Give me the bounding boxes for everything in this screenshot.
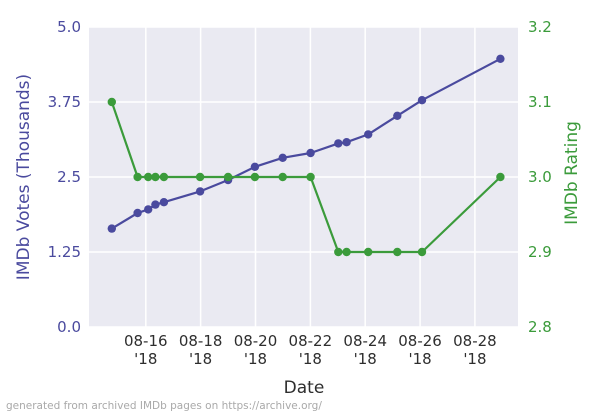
rating-point bbox=[195, 172, 205, 182]
x-tick-date: 08-18 bbox=[178, 332, 223, 350]
rating-point bbox=[278, 172, 287, 182]
votes-point bbox=[159, 198, 169, 207]
votes-point bbox=[107, 224, 116, 233]
y-tick-label-right: 3.2 bbox=[528, 18, 552, 36]
x-tick-label: 08-22'18 bbox=[275, 332, 345, 368]
votes-line bbox=[111, 57, 501, 230]
x-tick-year: '18 bbox=[463, 350, 487, 368]
votes-point bbox=[393, 111, 402, 121]
rating-point bbox=[364, 247, 373, 257]
votes-point bbox=[250, 162, 260, 171]
votes-point bbox=[496, 54, 505, 63]
votes-point bbox=[278, 153, 287, 162]
y-tick-label-right: 2.9 bbox=[528, 243, 552, 261]
y-tick-label-right: 2.8 bbox=[528, 318, 552, 336]
x-tick-year: '18 bbox=[298, 350, 322, 368]
x-tick-year: '18 bbox=[353, 350, 377, 368]
x-tick-label: 08-20'18 bbox=[220, 332, 290, 368]
y-tick-label-left: 5.0 bbox=[57, 18, 81, 36]
rating-point bbox=[151, 172, 160, 182]
x-tick-date: 08-22 bbox=[288, 332, 333, 350]
votes-point bbox=[195, 187, 205, 196]
x-tick-label: 08-16'18 bbox=[111, 332, 181, 368]
y-axis-label-right: IMDb Rating bbox=[562, 121, 582, 225]
x-tick-year: '18 bbox=[408, 350, 432, 368]
y-tick-label-right: 3.0 bbox=[528, 168, 552, 186]
x-tick-year: '18 bbox=[134, 350, 158, 368]
votes-point bbox=[364, 130, 373, 139]
votes-point bbox=[334, 139, 343, 148]
rating-point bbox=[342, 247, 351, 257]
y-tick-label-left: 3.75 bbox=[47, 93, 81, 111]
x-tick-label: 08-18'18 bbox=[166, 332, 236, 368]
plot-area bbox=[89, 27, 518, 327]
rating-point bbox=[250, 172, 260, 182]
rating-point bbox=[393, 247, 402, 257]
rating-point bbox=[133, 172, 142, 182]
x-tick-date: 08-20 bbox=[233, 332, 278, 350]
votes-point bbox=[133, 208, 142, 218]
votes-point bbox=[151, 200, 160, 209]
y-tick-label-left: 1.25 bbox=[47, 243, 81, 261]
x-tick-date: 08-24 bbox=[343, 332, 387, 350]
x-tick-label: 08-26'18 bbox=[385, 332, 455, 368]
x-axis-label: Date bbox=[283, 378, 325, 398]
rating-point bbox=[144, 172, 153, 182]
rating-point bbox=[334, 247, 343, 257]
x-tick-label: 08-24'18 bbox=[330, 332, 400, 368]
rating-point bbox=[417, 247, 427, 257]
votes-point bbox=[306, 148, 315, 158]
rating-point bbox=[159, 172, 169, 182]
rating-point bbox=[306, 172, 315, 182]
rating-point bbox=[223, 172, 233, 182]
y-tick-label-left: 0.0 bbox=[57, 318, 81, 336]
rating-point bbox=[107, 97, 116, 107]
votes-point bbox=[342, 138, 351, 147]
x-tick-date: 08-16 bbox=[123, 332, 168, 350]
x-tick-date: 08-28 bbox=[453, 332, 497, 350]
votes-point bbox=[144, 205, 153, 214]
votes-point bbox=[417, 96, 427, 105]
x-tick-year: '18 bbox=[189, 350, 213, 368]
x-tick-year: '18 bbox=[243, 350, 268, 368]
y-tick-label-right: 3.1 bbox=[528, 93, 552, 111]
x-tick-date: 08-26 bbox=[398, 332, 442, 350]
rating-point bbox=[496, 172, 505, 182]
x-tick-label: 08-28'18 bbox=[440, 332, 510, 368]
y-tick-label-left: 2.5 bbox=[57, 168, 81, 186]
footer-note: generated from archived IMDb pages on ht… bbox=[6, 400, 322, 412]
